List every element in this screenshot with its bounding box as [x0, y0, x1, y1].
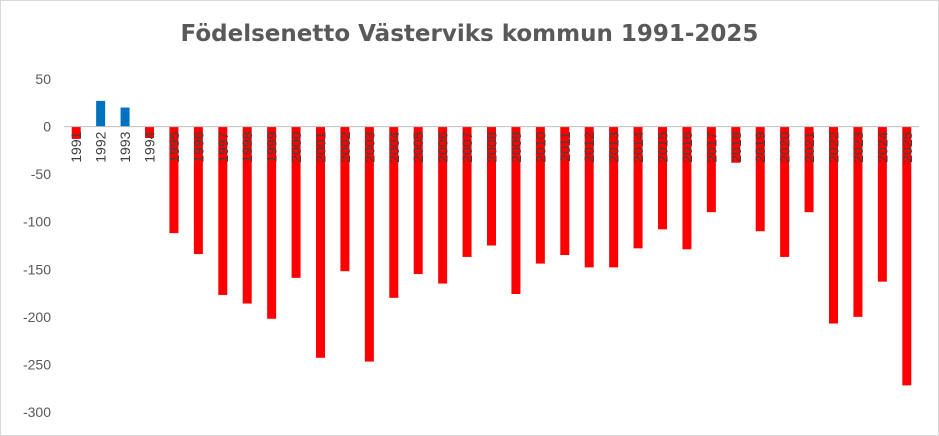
bar-2023 — [853, 126, 863, 317]
x-tick-label: 1997 — [215, 131, 231, 162]
bar-1996 — [193, 126, 203, 255]
bar-2003 — [364, 126, 374, 362]
x-tick-label: 2002 — [337, 131, 353, 162]
bar-1995 — [169, 126, 179, 234]
x-tick-label: 2008 — [484, 131, 500, 162]
x-tick-label: 2012 — [581, 131, 597, 162]
bar-2011 — [560, 126, 570, 256]
y-tick-label: -100 — [23, 214, 51, 230]
bar-2010 — [535, 126, 545, 264]
bar-2020 — [780, 126, 790, 257]
y-tick-label: -300 — [23, 404, 51, 420]
y-tick-label: 50 — [35, 71, 51, 87]
x-tick-label: 2007 — [459, 131, 475, 162]
bars — [64, 100, 919, 386]
x-tick-label: 2005 — [410, 131, 426, 162]
bar-2025 — [902, 126, 912, 386]
bar-1997 — [218, 126, 228, 295]
x-tick-label: 1993 — [117, 131, 133, 162]
x-tick-label: 1991 — [68, 131, 84, 162]
bar-1993 — [120, 107, 130, 127]
bar-2021 — [804, 126, 814, 213]
x-tick-label: 2016 — [679, 131, 695, 162]
x-tick-label: 2022 — [826, 131, 842, 162]
bar-2002 — [340, 126, 350, 272]
x-tick-label: 2015 — [655, 131, 671, 162]
x-tick-label: 2004 — [386, 131, 402, 162]
bar-1991 — [71, 126, 81, 139]
bar-2001 — [316, 126, 325, 358]
x-tick-label: 2021 — [801, 131, 817, 162]
y-tick-label: -150 — [23, 261, 51, 277]
x-tick-label: 1999 — [264, 131, 280, 162]
bar-2006 — [438, 126, 448, 284]
bar-2009 — [511, 126, 521, 295]
x-tick-label: 2010 — [532, 131, 548, 162]
x-tick-label: 2024 — [874, 131, 890, 162]
x-tick-label: 1992 — [93, 131, 109, 162]
x-axis-ticks: 1991 1992 1993 1994 1995 1996 1997 1998 1999 2000… — [68, 131, 915, 162]
x-tick-label: 1998 — [239, 131, 255, 162]
x-tick-label: 2014 — [630, 131, 646, 162]
x-tick-label: 2025 — [899, 131, 915, 162]
x-tick-label: 1994 — [142, 131, 158, 162]
x-tick-label: 1996 — [190, 131, 206, 162]
bar-2013 — [609, 126, 619, 268]
bar-2000 — [291, 126, 301, 278]
x-tick-label: 2006 — [435, 131, 451, 162]
x-tick-label: 2019 — [752, 131, 768, 162]
x-tick-label: 2000 — [288, 131, 304, 162]
bar-2015 — [658, 126, 667, 230]
bar-2014 — [633, 126, 643, 249]
bar-2012 — [584, 126, 594, 268]
bar-1992 — [96, 100, 106, 127]
x-tick-label: 2017 — [703, 131, 719, 162]
bar-2024 — [877, 126, 887, 282]
bar-2022 — [829, 126, 838, 324]
x-tick-label: 2011 — [557, 131, 573, 161]
y-tick-label: -200 — [23, 309, 51, 325]
bar-2018 — [731, 126, 741, 163]
bar-2017 — [706, 126, 716, 213]
y-tick-label: -50 — [31, 166, 51, 182]
x-tick-label: 2023 — [850, 131, 866, 162]
bar-2008 — [487, 126, 496, 246]
x-tick-label: 2001 — [313, 131, 329, 162]
bar-2016 — [682, 126, 692, 250]
bar-1998 — [242, 126, 252, 304]
x-tick-label: 2003 — [361, 131, 377, 162]
x-tick-label: 2009 — [508, 131, 524, 162]
bar-2019 — [755, 126, 765, 232]
bar-1994 — [145, 126, 154, 138]
y-axis-ticks: 50 0 -50 -100 -150 -200 -250 -300 — [23, 71, 51, 420]
x-tick-label: 1995 — [166, 131, 182, 162]
chart-title: Födelsenetto Västerviks kommun 1991-2025 — [180, 21, 759, 47]
x-tick-label: 2018 — [728, 131, 744, 162]
bar-2007 — [462, 126, 472, 257]
y-tick-label: -250 — [23, 356, 51, 372]
y-tick-label: 0 — [43, 119, 51, 135]
bar-2004 — [389, 126, 399, 298]
bar-2005 — [413, 126, 423, 275]
x-tick-label: 2020 — [777, 131, 793, 162]
x-tick-label: 2013 — [606, 131, 622, 162]
bar-1999 — [267, 126, 277, 319]
